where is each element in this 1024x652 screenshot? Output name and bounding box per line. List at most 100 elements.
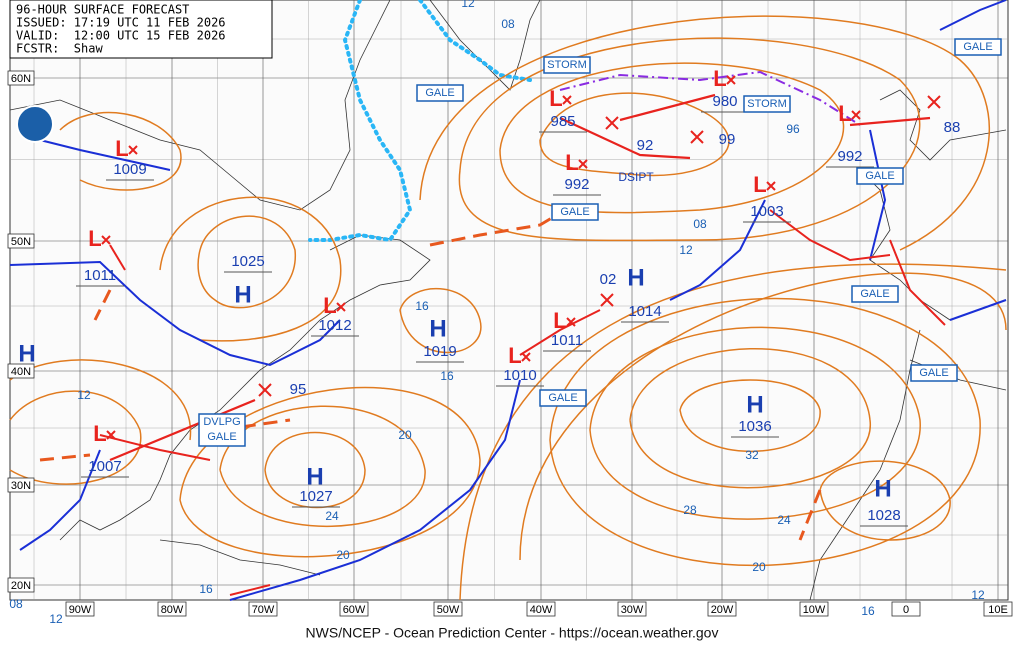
- label-box: [7, 577, 35, 593]
- low-pressure: 980: [712, 93, 737, 110]
- low-center: [101, 235, 111, 245]
- isobar: [549, 297, 981, 567]
- isobar-label: 20: [398, 428, 412, 442]
- forecast-center: [605, 116, 619, 130]
- isobar-label: 20: [336, 548, 350, 562]
- forecast-pressure: 92: [637, 137, 654, 154]
- coast: [159, 539, 321, 576]
- low-center: [562, 95, 572, 105]
- header-forecaster: FCSTR: Shaw: [16, 42, 103, 56]
- coast: [59, 234, 431, 541]
- isobar: [539, 92, 730, 177]
- low-center: [766, 181, 776, 191]
- label-box: [7, 477, 35, 493]
- cold-front: [669, 199, 766, 301]
- low-pressure: 1003: [750, 203, 783, 220]
- longitude-label: 30W: [621, 604, 644, 616]
- latitude-label: 40N: [11, 366, 31, 378]
- low-symbol: L: [323, 293, 336, 318]
- low-symbol: L: [838, 101, 851, 126]
- warning-label: STORM: [747, 98, 787, 110]
- coastlines: [9, 0, 1007, 601]
- label-box: [617, 601, 647, 617]
- coast: [879, 89, 1007, 161]
- low-symbol: L: [553, 308, 566, 333]
- cold-front: [229, 379, 521, 601]
- isobar-label: 16: [440, 369, 454, 383]
- label-box: [526, 601, 556, 617]
- track: [559, 117, 691, 160]
- low-symbol: L: [88, 226, 101, 251]
- isobars: [9, 15, 1007, 601]
- warning-label: GALE: [548, 392, 577, 404]
- warm-front: [519, 309, 601, 356]
- coast: [9, 0, 391, 211]
- low-pressure: 992: [564, 176, 589, 193]
- high-symbol: H: [306, 463, 323, 490]
- forecast-pressure: 99: [719, 131, 736, 148]
- track: [109, 398, 256, 462]
- isobar-label: 24: [777, 513, 791, 527]
- label-box: [983, 601, 1013, 617]
- high-pressure: 1028: [867, 507, 900, 524]
- low-symbol: L: [565, 150, 578, 175]
- low-pressure: 992: [837, 148, 862, 165]
- warm-front: [769, 209, 891, 262]
- isobar: [219, 405, 426, 528]
- forecast-center: [600, 293, 614, 307]
- high-pressure: 1027: [299, 488, 332, 505]
- label-box: [7, 233, 35, 249]
- high-pressure: 1025: [231, 253, 264, 270]
- low-pressure: 1012: [318, 317, 351, 334]
- warning-box: [539, 389, 587, 407]
- low-symbol: L: [115, 136, 128, 161]
- isobar: [819, 460, 951, 541]
- high-pressure: 1014: [628, 303, 661, 320]
- warm-front: [889, 239, 946, 326]
- low-center: [566, 317, 576, 327]
- isobar-label: 96: [786, 122, 800, 136]
- forecast-center: [690, 130, 704, 144]
- isobar-label: 16: [861, 604, 875, 618]
- cold-front: [19, 449, 101, 551]
- low-pressure: 1010: [503, 367, 536, 384]
- high-symbol: H: [18, 340, 35, 367]
- label-box: [799, 601, 829, 617]
- isobar-label: 28: [683, 503, 697, 517]
- isobar: [589, 326, 921, 520]
- storm-tracks: [109, 93, 931, 462]
- latitude-label: 60N: [11, 73, 31, 85]
- low-pressure: 1009: [113, 161, 146, 178]
- latitude-label: 20N: [11, 580, 31, 592]
- low-symbol: L: [713, 66, 726, 91]
- warning-box: [416, 84, 464, 102]
- low-symbol: L: [753, 172, 766, 197]
- cold-front: [949, 299, 1007, 321]
- header-valid: VALID: 12:00 UTC 15 FEB 2026: [16, 29, 226, 43]
- warning-box: [910, 364, 958, 382]
- warm-front: [109, 244, 126, 271]
- label-box: [433, 601, 463, 617]
- warning-label: GALE: [919, 367, 948, 379]
- trough: [429, 208, 566, 247]
- high-symbol: H: [874, 475, 891, 502]
- coast: [429, 0, 541, 91]
- longitude-label: 0: [903, 604, 909, 616]
- isobar: [519, 272, 1007, 561]
- low-symbol: L: [549, 86, 562, 111]
- warning-box: [856, 167, 904, 185]
- low-center: [578, 159, 588, 169]
- low-center: [726, 75, 736, 85]
- longitude-label: 10W: [803, 604, 826, 616]
- isobar-label: 12: [77, 388, 91, 402]
- isobar-label: 24: [325, 509, 339, 523]
- isobar-label: 12: [971, 588, 985, 602]
- warning-label: DVLPG: [203, 416, 240, 428]
- map-frame: [9, 0, 1009, 601]
- forecast-pressure: 02: [600, 271, 617, 288]
- longitude-label: 10E: [988, 604, 1008, 616]
- low-pressure: 1007: [88, 458, 121, 475]
- footer-bar: [0, 624, 1024, 652]
- label-box: [7, 70, 35, 86]
